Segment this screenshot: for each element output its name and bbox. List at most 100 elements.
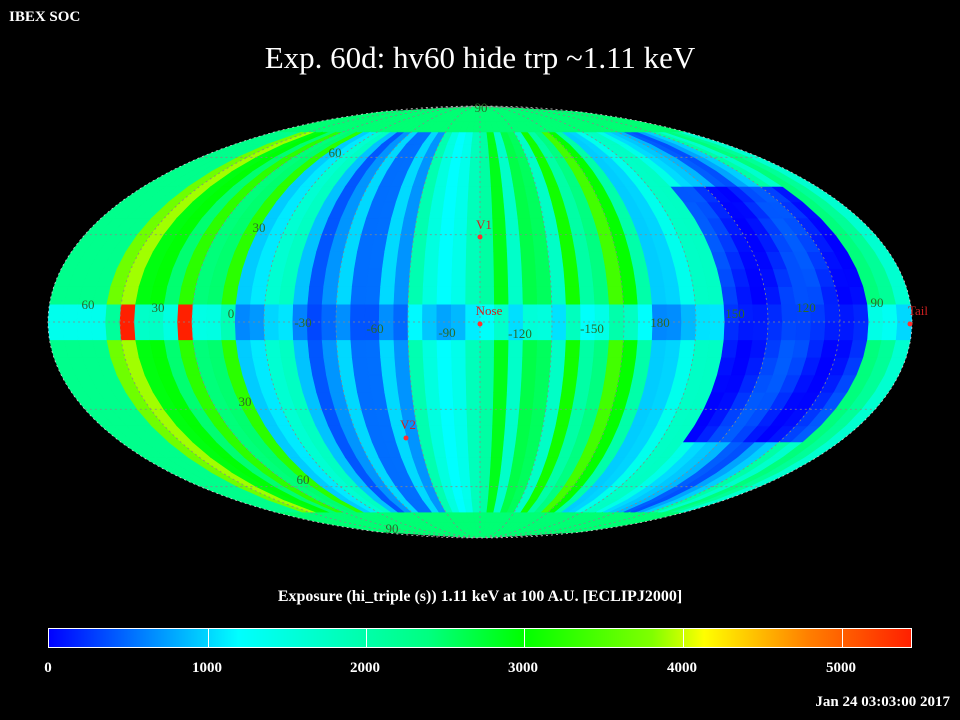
- exposure-cell: [470, 143, 481, 158]
- exposure-cell: [824, 303, 841, 323]
- exposure-cell: [250, 286, 268, 305]
- exposure-cell: [506, 251, 523, 270]
- exposure-cell: [680, 321, 697, 341]
- exposure-cell: [781, 303, 798, 323]
- exposure-cell: [422, 357, 439, 376]
- marker-label-nose: Nose: [476, 303, 503, 318]
- latitude-label: 60: [297, 472, 310, 487]
- exposure-cell: [563, 357, 580, 376]
- exposure-cell: [454, 425, 469, 443]
- exposure-cell: [692, 339, 710, 358]
- exposure-cell: [351, 357, 369, 376]
- exposure-cell: [441, 425, 457, 443]
- exposure-cell: [437, 251, 454, 270]
- exposure-cell: [492, 391, 508, 410]
- exposure-cell: [564, 339, 581, 358]
- exposure-cell: [809, 321, 826, 341]
- longitude-label: -30: [294, 315, 311, 330]
- exposure-cell: [838, 303, 855, 323]
- exposure-cell: [395, 374, 413, 393]
- exposure-cell: [492, 217, 507, 235]
- exposure-cell: [393, 339, 410, 358]
- exposure-cell: [407, 286, 424, 305]
- exposure-cell: [492, 234, 508, 252]
- exposure-cell: [467, 201, 481, 219]
- exposure-cell: [493, 268, 509, 287]
- exposure-cell: [450, 286, 467, 305]
- exposure-cell: [451, 268, 467, 287]
- exposure-cell: [520, 374, 537, 393]
- timestamp: Jan 24 03:03:00 2017: [815, 694, 950, 710]
- exposure-cell: [547, 251, 565, 270]
- exposure-cell: [235, 339, 254, 358]
- exposure-cell: [395, 251, 413, 270]
- pole-label: 90: [386, 521, 399, 536]
- exposure-cell: [177, 321, 194, 341]
- exposure-cell: [453, 408, 468, 427]
- exposure-cell: [549, 357, 566, 376]
- exposure-cell: [534, 374, 551, 393]
- exposure-cell: [177, 303, 194, 323]
- exposure-cell: [766, 321, 783, 341]
- exposure-cell: [479, 457, 492, 473]
- exposure-cell: [561, 251, 579, 270]
- exposure-cell: [577, 268, 594, 287]
- longitude-label: 90: [871, 295, 884, 310]
- exposure-cell: [350, 321, 366, 341]
- exposure-cell: [479, 408, 494, 427]
- exposure-cell: [307, 286, 325, 305]
- exposure-cell: [440, 408, 456, 427]
- exposure-cell: [407, 321, 423, 341]
- exposure-cell: [411, 234, 428, 252]
- exposure-cell: [565, 303, 582, 323]
- exposure-cell: [321, 286, 339, 305]
- meridian-line: [479, 106, 769, 538]
- exposure-cell: [446, 457, 460, 473]
- exposure-cell: [467, 441, 481, 458]
- exposure-cell: [563, 268, 580, 287]
- exposure-cell: [479, 472, 491, 488]
- exposure-cell: [706, 286, 725, 305]
- exposure-cell: [436, 303, 452, 323]
- meridian-line: [407, 106, 481, 538]
- exposure-cell: [490, 441, 505, 458]
- exposure-cell: [565, 321, 582, 341]
- exposure-cell: [721, 286, 739, 305]
- exposure-cell: [489, 457, 503, 473]
- exposure-cell: [534, 251, 551, 270]
- exposure-cell: [522, 339, 538, 358]
- exposure-cell: [364, 286, 381, 305]
- exposure-cell: [593, 339, 610, 358]
- exposure-cell: [191, 303, 208, 323]
- exposure-cell: [664, 286, 682, 305]
- exposure-cell: [507, 268, 523, 287]
- exposure-cell: [635, 286, 653, 305]
- exposure-cell: [852, 321, 870, 341]
- exposure-cell: [493, 339, 510, 358]
- exposure-cell: [467, 186, 481, 203]
- exposure-cell: [263, 321, 280, 341]
- exposure-cell: [752, 303, 769, 323]
- exposure-cell: [479, 486, 490, 501]
- exposure-cell: [536, 339, 553, 358]
- exposure-cell: [479, 201, 493, 219]
- exposure-cell: [579, 286, 596, 305]
- exposure-cell: [549, 268, 566, 287]
- exposure-cell: [468, 457, 481, 473]
- exposure-cell: [105, 321, 122, 341]
- exposure-cell: [535, 357, 552, 376]
- exposure-cell: [408, 357, 425, 376]
- exposure-cell: [532, 391, 549, 410]
- longitude-label: -120: [508, 326, 532, 341]
- exposure-cell: [895, 321, 912, 341]
- exposure-cell: [505, 391, 522, 410]
- exposure-cell: [293, 339, 310, 358]
- exposure-cell: [364, 303, 380, 323]
- exposure-cell: [425, 234, 441, 252]
- latitude-label: 60: [329, 145, 342, 160]
- exposure-cell: [607, 339, 624, 358]
- exposure-cell: [397, 234, 415, 252]
- meridian-line: [119, 106, 481, 538]
- exposure-cell: [408, 268, 425, 287]
